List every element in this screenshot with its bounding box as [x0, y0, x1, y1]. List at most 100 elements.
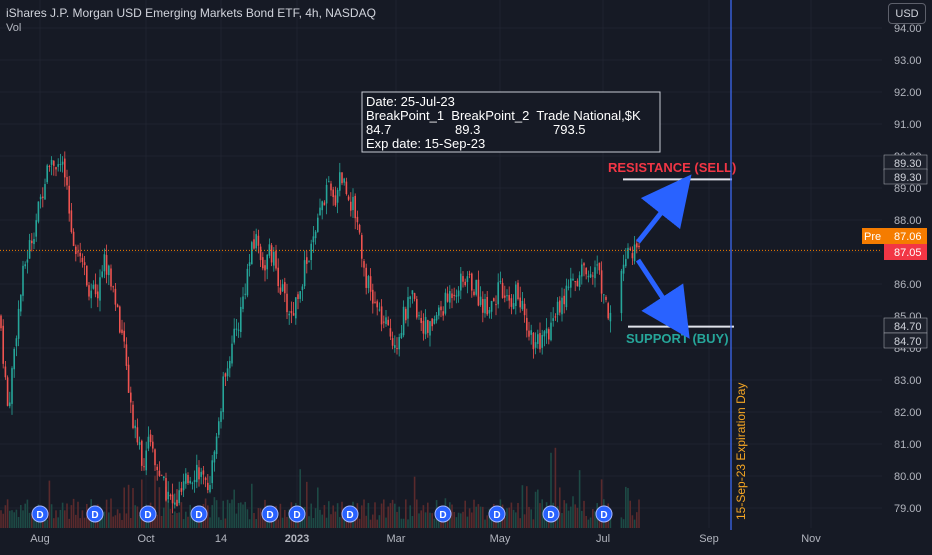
time-tick: Nov [801, 533, 821, 545]
candle-body [48, 165, 51, 167]
volume-bar [451, 504, 453, 528]
candle-body [475, 279, 477, 295]
candle-body [77, 251, 79, 253]
volume-bar [462, 511, 464, 528]
candle-body [585, 267, 587, 275]
volume-bar [385, 517, 387, 528]
volume-bar [0, 510, 2, 528]
volume-bar [460, 513, 462, 528]
candle-body [174, 502, 176, 505]
volume-bar [594, 511, 596, 528]
candle-body [526, 317, 528, 331]
candle-body [554, 316, 557, 318]
candle-body [361, 235, 363, 259]
candle-body [4, 366, 7, 378]
candle-body [200, 471, 202, 477]
candle-body [444, 292, 447, 314]
time-axis[interactable]: Aug Oct 14 2023 Mar May Jul Sep Nov [30, 533, 821, 545]
candle-body [220, 411, 222, 422]
candle-body [358, 224, 361, 233]
candle-body [418, 315, 420, 317]
candle-body [596, 264, 598, 266]
volume-bar [488, 508, 491, 528]
volume-bar [526, 486, 528, 528]
volume-bar [224, 518, 227, 528]
volume-bar [105, 499, 108, 528]
candle-body [209, 485, 211, 492]
volume-bar [9, 510, 11, 528]
volume-bar [323, 505, 326, 528]
volume-bar [627, 488, 629, 528]
volume-bar [328, 501, 330, 528]
volume-bar [191, 512, 194, 528]
candle-body [543, 331, 546, 337]
volume-bar [532, 519, 535, 528]
volume-bar [396, 511, 398, 528]
premarket-label: Pre [864, 231, 881, 243]
candle-body [0, 315, 2, 329]
volume-bar [127, 484, 130, 528]
volume-bar [534, 491, 537, 528]
volume-bar [334, 511, 337, 528]
candle-body [433, 319, 436, 324]
candle-body [380, 306, 383, 325]
currency-button[interactable]: USD [888, 3, 926, 24]
volume-bar [114, 515, 117, 528]
candle-body [268, 244, 271, 256]
candle-body [147, 436, 150, 449]
candle-body [506, 295, 508, 297]
candle-body [429, 321, 431, 336]
volume-bar [229, 503, 231, 528]
candle-body [22, 265, 24, 296]
volume-bar [11, 510, 13, 528]
volume-bar [416, 499, 418, 528]
candle-body [44, 184, 46, 200]
resistance-price-label-top: 89.30 [894, 158, 922, 170]
candle-body [479, 296, 482, 305]
volume-bar [284, 509, 286, 528]
candle-body [510, 298, 513, 307]
candle-body [477, 279, 480, 306]
price-tick: 94.00 [894, 23, 922, 35]
candle-body [319, 207, 321, 216]
volume-bar [424, 512, 427, 528]
volume-bar [136, 506, 139, 528]
volume-bar [26, 499, 29, 528]
volume-bar [477, 504, 480, 528]
candle-body [72, 231, 75, 246]
volume-bar [262, 509, 264, 528]
candle-body [567, 286, 570, 288]
price-tick: 92.00 [894, 87, 922, 99]
candle-body [17, 308, 20, 339]
candle-body [625, 259, 627, 267]
candles [0, 151, 640, 514]
volume-bar [138, 515, 141, 528]
volume-bar [473, 499, 475, 528]
candle-body [497, 282, 499, 305]
volume-bar [55, 510, 57, 528]
candle-body [314, 231, 317, 239]
candle-body [442, 311, 444, 316]
support-price-label-bottom: 84.70 [894, 336, 922, 348]
candle-body [400, 333, 403, 339]
volume-bar [4, 505, 7, 528]
volume-bar [376, 519, 378, 528]
volume-bar [325, 517, 328, 528]
info-date: Date: 25-Jul-23 [366, 94, 455, 109]
candle-body [266, 254, 268, 270]
candle-body [493, 298, 495, 302]
candle-body [193, 479, 196, 483]
candle-body [53, 160, 55, 166]
candle-body [105, 255, 108, 275]
candle-body [578, 275, 581, 287]
dividend-marker [139, 505, 157, 523]
candle-body [328, 181, 330, 183]
volume-bar [211, 505, 213, 528]
volume-bar [411, 516, 414, 528]
price-axis[interactable]: 94.0093.0092.0091.0090.0089.0088.0087.00… [894, 23, 922, 515]
candle-body [391, 338, 394, 346]
candle-body [141, 440, 143, 466]
candle-body [431, 318, 433, 327]
